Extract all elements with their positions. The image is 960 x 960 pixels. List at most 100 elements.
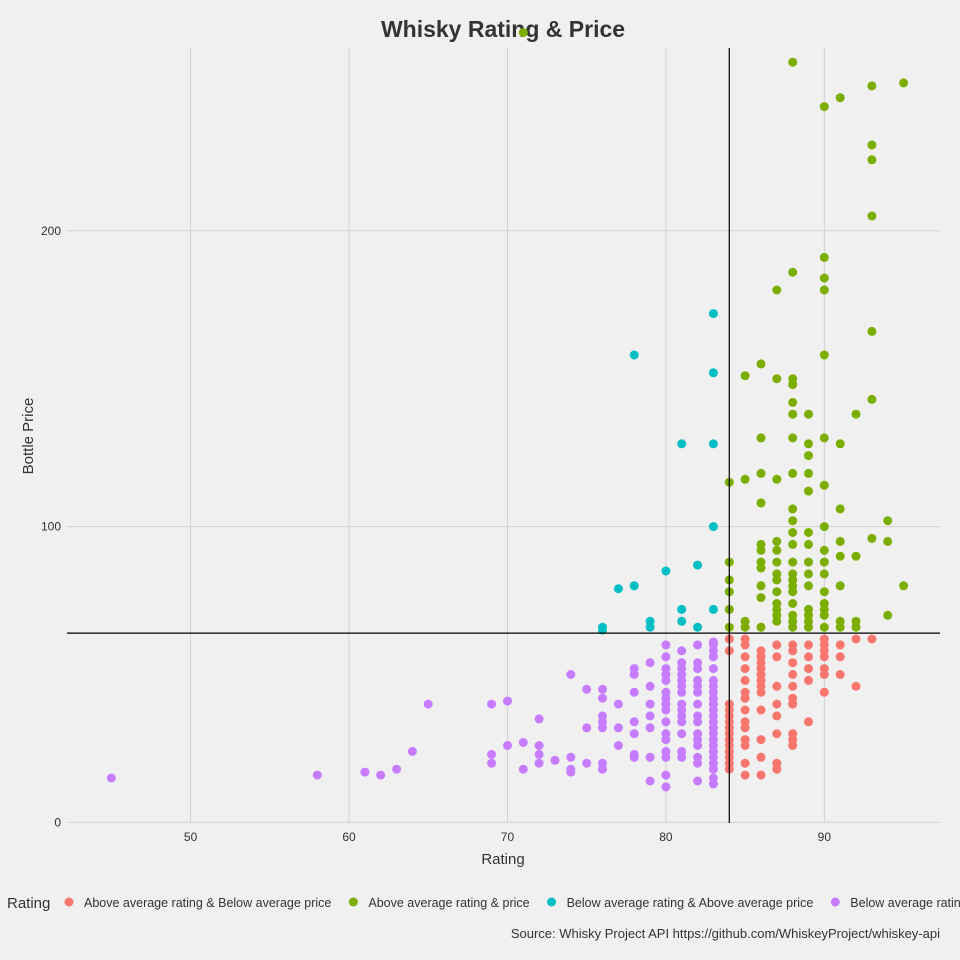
data-point <box>740 474 750 484</box>
data-point <box>772 758 782 768</box>
source-caption: Source: Whisky Project API https://githu… <box>511 926 940 941</box>
data-point <box>788 693 798 703</box>
data-point <box>645 616 655 626</box>
data-point <box>708 309 718 319</box>
data-point <box>693 640 703 650</box>
data-point <box>740 705 750 715</box>
x-tick-label: 70 <box>501 830 515 844</box>
data-point <box>598 711 607 721</box>
data-point <box>629 581 639 591</box>
data-point <box>772 545 782 555</box>
data-point <box>677 746 687 756</box>
x-tick-label: 80 <box>659 830 673 844</box>
data-point <box>788 658 798 668</box>
data-point <box>534 741 544 750</box>
data-point <box>566 670 576 679</box>
legend: Rating Above average rating & Below aver… <box>7 895 960 912</box>
data-point <box>598 625 607 635</box>
data-point <box>693 658 703 668</box>
legend-title: Rating <box>7 895 50 912</box>
data-point <box>899 581 909 591</box>
data-point <box>835 652 845 662</box>
data-point <box>819 522 829 532</box>
data-point <box>819 545 829 555</box>
data-point <box>693 699 703 709</box>
data-point <box>693 622 703 632</box>
data-point <box>804 640 813 650</box>
data-point <box>629 729 639 739</box>
data-point <box>740 616 750 626</box>
data-point <box>788 397 798 407</box>
data-point <box>534 758 544 768</box>
data-point <box>772 285 782 295</box>
data-point <box>360 767 370 777</box>
data-point <box>693 752 703 762</box>
legend-swatch <box>547 897 557 907</box>
data-point <box>613 699 623 709</box>
data-point <box>708 637 718 647</box>
data-point <box>851 681 861 691</box>
data-point <box>629 717 639 727</box>
legend-label: Below average rating & Below average pri… <box>850 896 960 910</box>
data-point <box>788 670 798 679</box>
data-point <box>423 699 433 709</box>
data-point <box>629 687 639 697</box>
legend-label: Above average rating & Below average pri… <box>84 896 331 910</box>
legend-label: Below average rating & Above average pri… <box>567 896 814 910</box>
data-point <box>756 581 766 591</box>
data-point <box>867 211 877 221</box>
data-point <box>677 439 687 449</box>
data-point <box>835 581 845 591</box>
data-point <box>661 770 671 780</box>
data-point <box>756 735 766 745</box>
data-point <box>740 371 750 381</box>
data-point <box>851 634 861 644</box>
data-point <box>645 723 655 733</box>
data-point <box>819 664 829 674</box>
data-point <box>518 28 528 38</box>
data-point <box>819 622 829 632</box>
data-point <box>756 359 766 369</box>
data-point <box>819 687 829 697</box>
data-point <box>677 658 687 668</box>
data-point <box>819 587 829 597</box>
data-point <box>804 451 813 461</box>
data-point <box>804 664 813 674</box>
data-point <box>503 741 512 750</box>
data-point <box>677 604 687 614</box>
data-point <box>819 557 829 567</box>
data-point <box>835 93 845 103</box>
data-point <box>788 504 798 514</box>
data-point <box>693 729 703 739</box>
data-point <box>851 616 861 626</box>
data-point <box>740 675 750 685</box>
data-point <box>376 770 386 780</box>
data-point <box>566 764 576 774</box>
data-point <box>788 409 798 419</box>
data-point <box>756 557 766 567</box>
data-point <box>645 658 655 668</box>
data-point <box>534 714 544 724</box>
data-point <box>772 557 782 567</box>
data-point <box>708 522 718 532</box>
data-point <box>835 551 845 561</box>
data-point <box>851 409 861 419</box>
data-point <box>867 155 877 165</box>
data-point <box>487 749 497 759</box>
data-point <box>487 699 497 709</box>
data-point <box>804 581 813 591</box>
data-point <box>883 516 893 526</box>
data-point <box>708 675 718 685</box>
data-point <box>756 468 766 478</box>
x-tick-label: 60 <box>342 830 356 844</box>
data-point <box>756 705 766 715</box>
data-point <box>772 699 782 709</box>
data-point <box>883 536 893 546</box>
data-point <box>804 557 813 567</box>
data-point <box>518 764 528 774</box>
data-point <box>867 81 877 91</box>
data-point <box>804 675 813 685</box>
data-point <box>708 368 718 378</box>
data-point <box>661 729 671 739</box>
